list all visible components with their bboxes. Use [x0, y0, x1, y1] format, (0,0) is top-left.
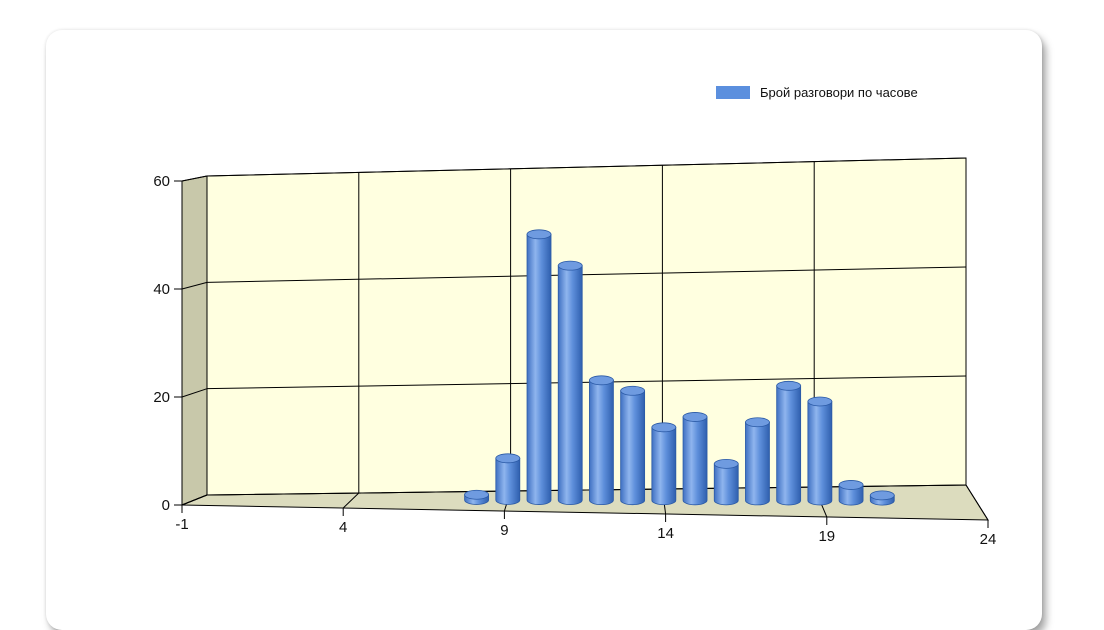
bar-top	[682, 412, 708, 422]
gridline-y-side	[181, 281, 208, 290]
bar-top	[651, 422, 677, 433]
bar-top	[807, 396, 833, 407]
bar-body	[682, 416, 708, 506]
legend: Брой разговори по часове	[716, 85, 918, 100]
gridline-y	[206, 375, 967, 390]
bar	[464, 489, 490, 505]
y-tick-label: 0	[162, 497, 170, 514]
gridline-y-side	[181, 175, 208, 182]
y-tick-label: 20	[153, 389, 170, 406]
bar-top	[464, 489, 490, 500]
back-wall	[206, 157, 967, 496]
y-tick-label: 40	[153, 281, 170, 298]
x-tick-label: 4	[339, 519, 347, 536]
bar-top	[589, 375, 614, 386]
x-tick-label: 14	[657, 525, 674, 542]
bar	[776, 380, 802, 506]
bar	[682, 412, 708, 506]
bar-body	[776, 385, 802, 506]
gridline-y	[206, 157, 967, 177]
bar-top	[620, 385, 646, 396]
x-tick-label: -1	[175, 516, 188, 533]
bar-body	[651, 426, 677, 506]
bar-body	[745, 421, 770, 506]
bar-top	[557, 260, 583, 271]
legend-label: Брой разговори по часове	[760, 85, 918, 100]
bar-top	[526, 229, 552, 240]
x-tick-label: 9	[500, 522, 508, 539]
bar	[620, 385, 646, 506]
bar-top	[776, 380, 802, 391]
x-tick-label: 24	[980, 531, 997, 548]
y-tick-label: 60	[153, 173, 170, 190]
legend-swatch	[716, 86, 750, 99]
gridline-x-floor	[965, 484, 989, 521]
bar-top	[838, 480, 864, 490]
bar-top	[869, 490, 895, 501]
bar	[495, 453, 521, 505]
bar-body	[838, 484, 864, 506]
bar-top	[713, 458, 739, 469]
bar	[589, 375, 614, 506]
bar	[745, 417, 770, 506]
bar	[838, 480, 864, 506]
bar	[557, 260, 583, 505]
gridline-y-side	[181, 388, 208, 398]
bar-body	[807, 401, 833, 506]
bar-body	[620, 390, 646, 506]
bar	[526, 229, 552, 505]
bar-top	[745, 417, 770, 428]
bar	[713, 458, 739, 506]
bar-body	[589, 379, 614, 506]
chart-canvas: 0 20 40 60 -1 4 9 14 19 24 Брой разговори по часо…	[153, 85, 997, 548]
bar-body	[526, 233, 552, 505]
gridline-x-floor	[342, 492, 360, 509]
gridline-x-floor	[181, 494, 208, 506]
bar-body	[713, 463, 739, 506]
x-tick-label: 19	[818, 528, 835, 545]
bar-body	[557, 265, 583, 505]
chart-card: 0 20 40 60 -1 4 9 14 19 24 Брой разговори по часо…	[46, 30, 1042, 630]
bar	[807, 396, 833, 506]
bar-top	[495, 453, 521, 464]
bar	[869, 490, 895, 506]
side-wall	[181, 175, 208, 506]
bar-body	[495, 457, 521, 505]
gridline-y	[206, 266, 967, 283]
bar	[651, 422, 677, 506]
